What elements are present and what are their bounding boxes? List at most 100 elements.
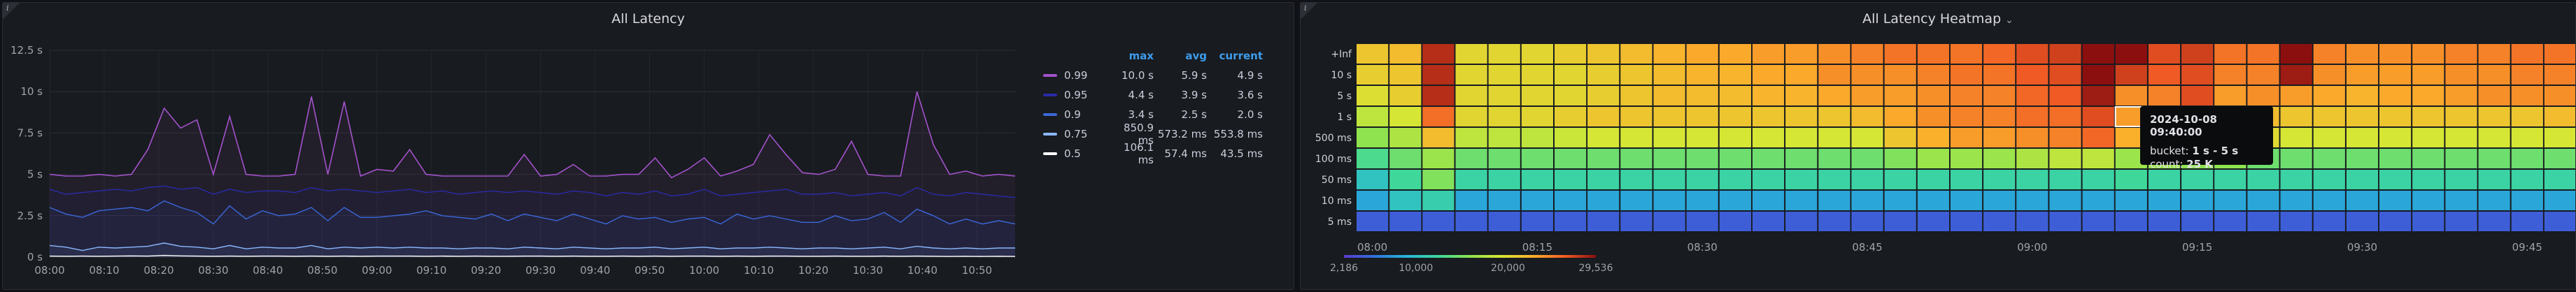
series-line-0.9[interactable] — [49, 200, 1016, 225]
heatmap-cell[interactable] — [2181, 170, 2214, 189]
heatmap-cell[interactable] — [1521, 149, 1553, 168]
heatmap-cell[interactable] — [2280, 128, 2312, 147]
heatmap-cell[interactable] — [2445, 107, 2477, 126]
heatmap-cell[interactable] — [1455, 170, 1487, 189]
heatmap-cell[interactable] — [2412, 128, 2444, 147]
heatmap-cell[interactable] — [1752, 149, 1785, 168]
heatmap-cell[interactable] — [2280, 212, 2312, 231]
heatmap-cell[interactable] — [1950, 128, 1983, 147]
heatmap-cell[interactable] — [1653, 149, 1685, 168]
heatmap-cell[interactable] — [1422, 212, 1455, 231]
heatmap-cell[interactable] — [2115, 191, 2147, 210]
heatmap-cell[interactable] — [1653, 170, 1685, 189]
heatmap-cell[interactable] — [2115, 44, 2147, 64]
series-line-0.95[interactable] — [49, 185, 1016, 198]
heatmap-cell[interactable] — [1357, 212, 1389, 231]
heatmap-cell[interactable] — [2115, 212, 2147, 231]
heatmap-cell[interactable] — [1818, 86, 1850, 105]
heatmap-cell[interactable] — [1818, 170, 1850, 189]
heatmap-cell[interactable] — [1983, 86, 2016, 105]
heatmap-cell[interactable] — [2214, 44, 2246, 64]
heatmap-cell[interactable] — [1555, 86, 1587, 105]
heatmap-cell[interactable] — [1950, 212, 1983, 231]
heatmap-cell[interactable] — [1818, 212, 1850, 231]
heatmap-cell[interactable] — [1455, 65, 1487, 85]
heatmap-cell[interactable] — [1884, 86, 1916, 105]
heatmap-cell[interactable] — [2214, 86, 2246, 105]
heatmap-cell[interactable] — [1521, 212, 1553, 231]
heatmap-cell[interactable] — [2445, 191, 2477, 210]
heatmap-cell[interactable] — [2313, 191, 2345, 210]
heatmap-cell[interactable] — [1422, 65, 1455, 85]
heatmap-cell[interactable] — [2280, 191, 2312, 210]
info-icon[interactable]: i — [1304, 3, 1307, 13]
legend-row[interactable]: 0.5 106.1 ms 57.4 ms 43.5 ms — [1040, 141, 1292, 166]
heatmap-cell[interactable] — [1785, 212, 1818, 231]
heatmap-cell[interactable] — [2313, 44, 2345, 64]
heatmap-cell[interactable] — [1455, 86, 1487, 105]
heatmap-cell[interactable] — [2148, 65, 2181, 85]
heatmap-cell[interactable] — [1818, 191, 1850, 210]
heatmap-cell[interactable] — [2049, 86, 2081, 105]
heatmap-cell[interactable] — [2346, 65, 2379, 85]
legend-row[interactable]: 0.99 10.0 s 5.9 s 4.9 s — [1040, 66, 1292, 85]
heatmap-cell[interactable] — [2511, 212, 2543, 231]
heatmap-cell[interactable] — [1917, 191, 1949, 210]
heatmap-cell[interactable] — [1950, 149, 1983, 168]
heatmap-cell[interactable] — [1389, 170, 1422, 189]
legend-row[interactable]: 0.9 3.4 s 2.5 s 2.0 s — [1040, 105, 1292, 124]
heatmap-cell[interactable] — [1587, 191, 1620, 210]
legend-header-max[interactable]: max — [1128, 50, 1154, 62]
heatmap-cell[interactable] — [1587, 44, 1620, 64]
heatmap-cell[interactable] — [1389, 65, 1422, 85]
heatmap-cell[interactable] — [1884, 65, 1916, 85]
heatmap-cell[interactable] — [1719, 191, 1751, 210]
heatmap-cell[interactable] — [2511, 128, 2543, 147]
heatmap-cell[interactable] — [1422, 191, 1455, 210]
heatmap-cell[interactable] — [2049, 128, 2081, 147]
heatmap-cell[interactable] — [2148, 44, 2181, 64]
heatmap-cell[interactable] — [2280, 86, 2312, 105]
heatmap-cell[interactable] — [2082, 149, 2114, 168]
heatmap-cell[interactable] — [1752, 191, 1785, 210]
heatmap-cell[interactable] — [2247, 65, 2279, 85]
heatmap-cell[interactable] — [2247, 212, 2279, 231]
series-line-0.5[interactable] — [49, 254, 1016, 257]
heatmap-cell[interactable] — [1357, 65, 1389, 85]
heatmap-cell[interactable] — [2445, 149, 2477, 168]
heatmap-cell[interactable] — [2412, 170, 2444, 189]
heatmap-cell[interactable] — [1818, 128, 1850, 147]
heatmap-cell[interactable] — [1752, 65, 1785, 85]
heatmap-cell[interactable] — [2115, 86, 2147, 105]
heatmap-cell[interactable] — [1555, 107, 1587, 126]
heatmap-cell[interactable] — [2082, 191, 2114, 210]
heatmap-cell[interactable] — [2412, 191, 2444, 210]
heatmap-cell[interactable] — [1521, 44, 1553, 64]
heatmap-cell[interactable] — [2511, 170, 2543, 189]
heatmap-cell[interactable] — [1455, 107, 1487, 126]
heatmap-cell[interactable] — [2016, 65, 2048, 85]
panel-title[interactable]: All Latency Heatmap ⌄ — [1301, 11, 2575, 27]
heatmap-cell[interactable] — [2445, 65, 2477, 85]
heatmap-cell[interactable] — [1752, 107, 1785, 126]
heatmap-cell[interactable] — [1917, 170, 1949, 189]
heatmap-cell[interactable] — [2445, 212, 2477, 231]
heatmap-cell[interactable] — [1686, 170, 1718, 189]
heatmap-cell[interactable] — [2313, 149, 2345, 168]
heatmap-cell[interactable] — [1389, 149, 1422, 168]
heatmap-cell[interactable] — [1719, 212, 1751, 231]
heatmap-cell[interactable] — [2478, 65, 2510, 85]
heatmap-cell[interactable] — [2544, 191, 2576, 210]
heatmap-cell[interactable] — [1884, 212, 1916, 231]
heatmap-cell[interactable] — [1422, 170, 1455, 189]
heatmap-cell[interactable] — [1357, 86, 1389, 105]
heatmap-cell[interactable] — [2346, 86, 2379, 105]
heatmap-cell[interactable] — [1851, 107, 1883, 126]
heatmap-cell[interactable] — [1455, 212, 1487, 231]
heatmap-cell[interactable] — [2016, 149, 2048, 168]
heatmap-cell[interactable] — [1719, 86, 1751, 105]
heatmap-cell[interactable] — [1752, 128, 1785, 147]
heatmap-cell[interactable] — [1488, 170, 1520, 189]
heatmap-cell[interactable] — [1917, 86, 1949, 105]
heatmap-cell[interactable] — [2478, 44, 2510, 64]
